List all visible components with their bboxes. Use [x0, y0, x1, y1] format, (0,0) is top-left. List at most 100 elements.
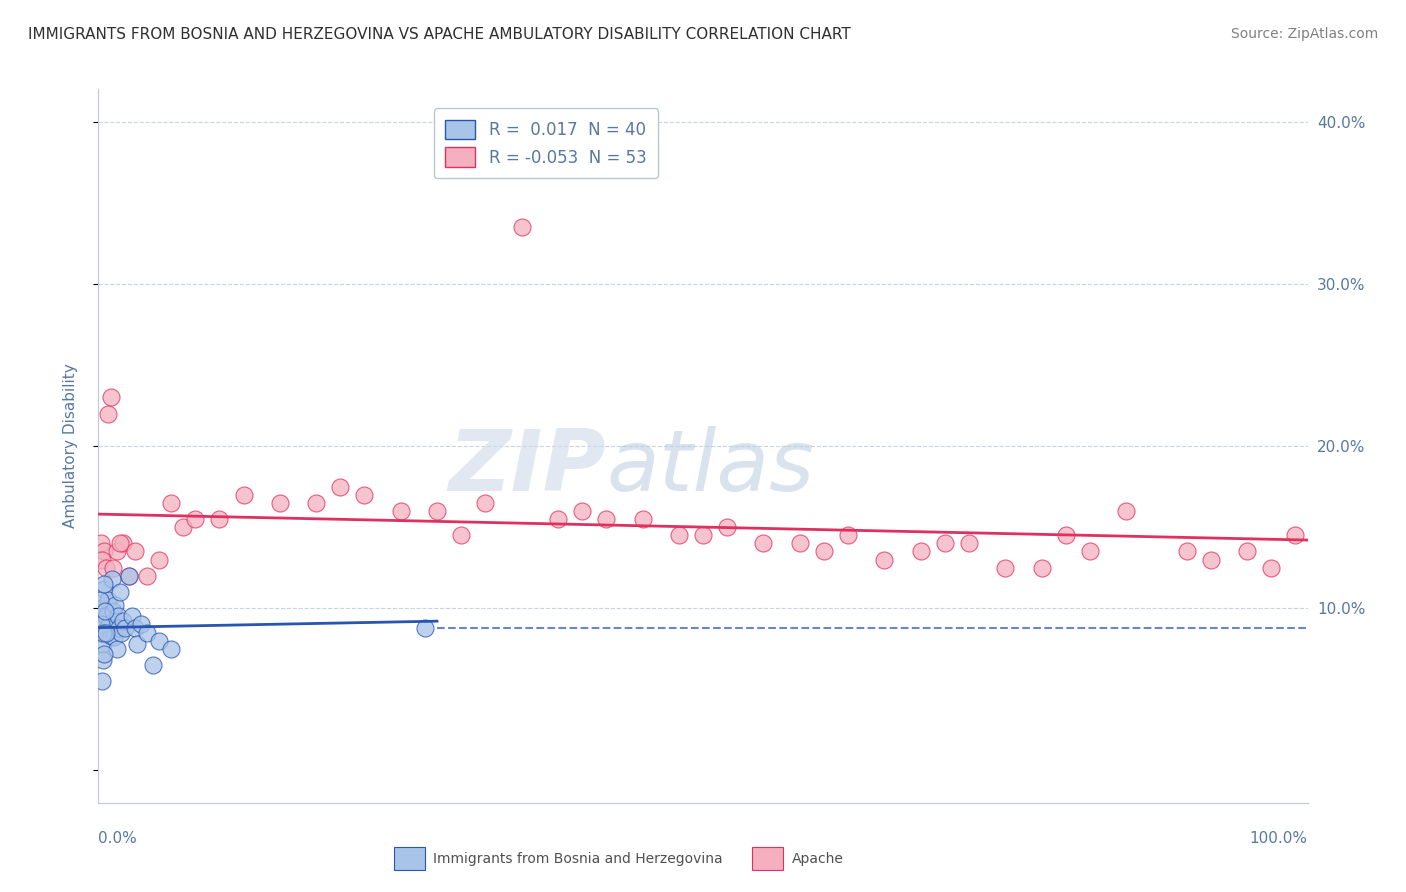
Point — [129, 617, 152, 632]
Point — [148, 633, 170, 648]
Text: Apache: Apache — [792, 852, 844, 866]
Point — [1115, 504, 1137, 518]
Point — [789, 536, 811, 550]
Point — [90, 617, 112, 632]
Point — [184, 512, 207, 526]
Point — [934, 536, 956, 550]
Point — [100, 572, 122, 586]
Point — [148, 552, 170, 566]
Point — [101, 604, 124, 618]
Point — [329, 479, 352, 493]
Point — [98, 617, 121, 632]
Point — [124, 544, 146, 558]
Point — [1054, 528, 1077, 542]
Y-axis label: Ambulatory Disability: Ambulatory Disability — [63, 364, 77, 528]
Point — [94, 604, 117, 618]
Point — [108, 585, 131, 599]
Point — [208, 512, 231, 526]
Point — [595, 512, 617, 526]
Point — [413, 621, 436, 635]
Point — [121, 609, 143, 624]
Point — [111, 536, 134, 550]
Point — [89, 593, 111, 607]
Point — [110, 625, 132, 640]
Point — [1199, 552, 1222, 566]
Point — [90, 614, 112, 628]
Point — [91, 601, 114, 615]
Point — [1175, 544, 1198, 558]
Point — [571, 504, 593, 518]
Point — [305, 496, 328, 510]
Point — [1078, 544, 1101, 558]
Point — [135, 568, 157, 582]
Point — [873, 552, 896, 566]
Point — [94, 560, 117, 574]
Point — [837, 528, 859, 542]
Text: ZIP: ZIP — [449, 425, 606, 509]
Text: atlas: atlas — [606, 425, 814, 509]
Point — [91, 625, 114, 640]
Point — [353, 488, 375, 502]
Point — [93, 544, 115, 558]
Point — [90, 536, 112, 550]
Point — [135, 625, 157, 640]
Point — [957, 536, 980, 550]
Point — [160, 496, 183, 510]
Point — [1031, 560, 1053, 574]
Point — [1284, 528, 1306, 542]
Point — [114, 621, 136, 635]
Point — [111, 614, 134, 628]
Point — [91, 674, 114, 689]
Point — [118, 568, 141, 582]
Point — [91, 552, 114, 566]
Point — [426, 504, 449, 518]
Point — [716, 520, 738, 534]
Legend: R =  0.017  N = 40, R = -0.053  N = 53: R = 0.017 N = 40, R = -0.053 N = 53 — [433, 108, 658, 178]
Point — [107, 609, 129, 624]
Point — [813, 544, 835, 558]
Point — [97, 407, 120, 421]
Point — [668, 528, 690, 542]
Point — [994, 560, 1017, 574]
Point — [94, 609, 117, 624]
Point — [389, 504, 412, 518]
Point — [96, 621, 118, 635]
Text: 0.0%: 0.0% — [98, 831, 138, 846]
Point — [108, 536, 131, 550]
Point — [105, 544, 128, 558]
Point — [89, 625, 111, 640]
Point — [172, 520, 194, 534]
Point — [118, 568, 141, 582]
Point — [124, 621, 146, 635]
Point — [474, 496, 496, 510]
Point — [93, 647, 115, 661]
Point — [100, 390, 122, 404]
Point — [105, 641, 128, 656]
Point — [269, 496, 291, 510]
Point — [103, 631, 125, 645]
Point — [101, 560, 124, 574]
Point — [91, 637, 114, 651]
Point — [752, 536, 775, 550]
Text: Source: ZipAtlas.com: Source: ZipAtlas.com — [1230, 27, 1378, 41]
Point — [97, 593, 120, 607]
Point — [910, 544, 932, 558]
Point — [91, 653, 114, 667]
Point — [93, 582, 115, 596]
Point — [547, 512, 569, 526]
Text: Immigrants from Bosnia and Herzegovina: Immigrants from Bosnia and Herzegovina — [433, 852, 723, 866]
Point — [1260, 560, 1282, 574]
Point — [232, 488, 254, 502]
Point — [96, 625, 118, 640]
Point — [510, 220, 533, 235]
Point — [127, 637, 149, 651]
Point — [104, 598, 127, 612]
Point — [1236, 544, 1258, 558]
Text: 100.0%: 100.0% — [1250, 831, 1308, 846]
Point — [108, 621, 131, 635]
Point — [450, 528, 472, 542]
Point — [142, 657, 165, 672]
Point — [692, 528, 714, 542]
Point — [631, 512, 654, 526]
Point — [160, 641, 183, 656]
